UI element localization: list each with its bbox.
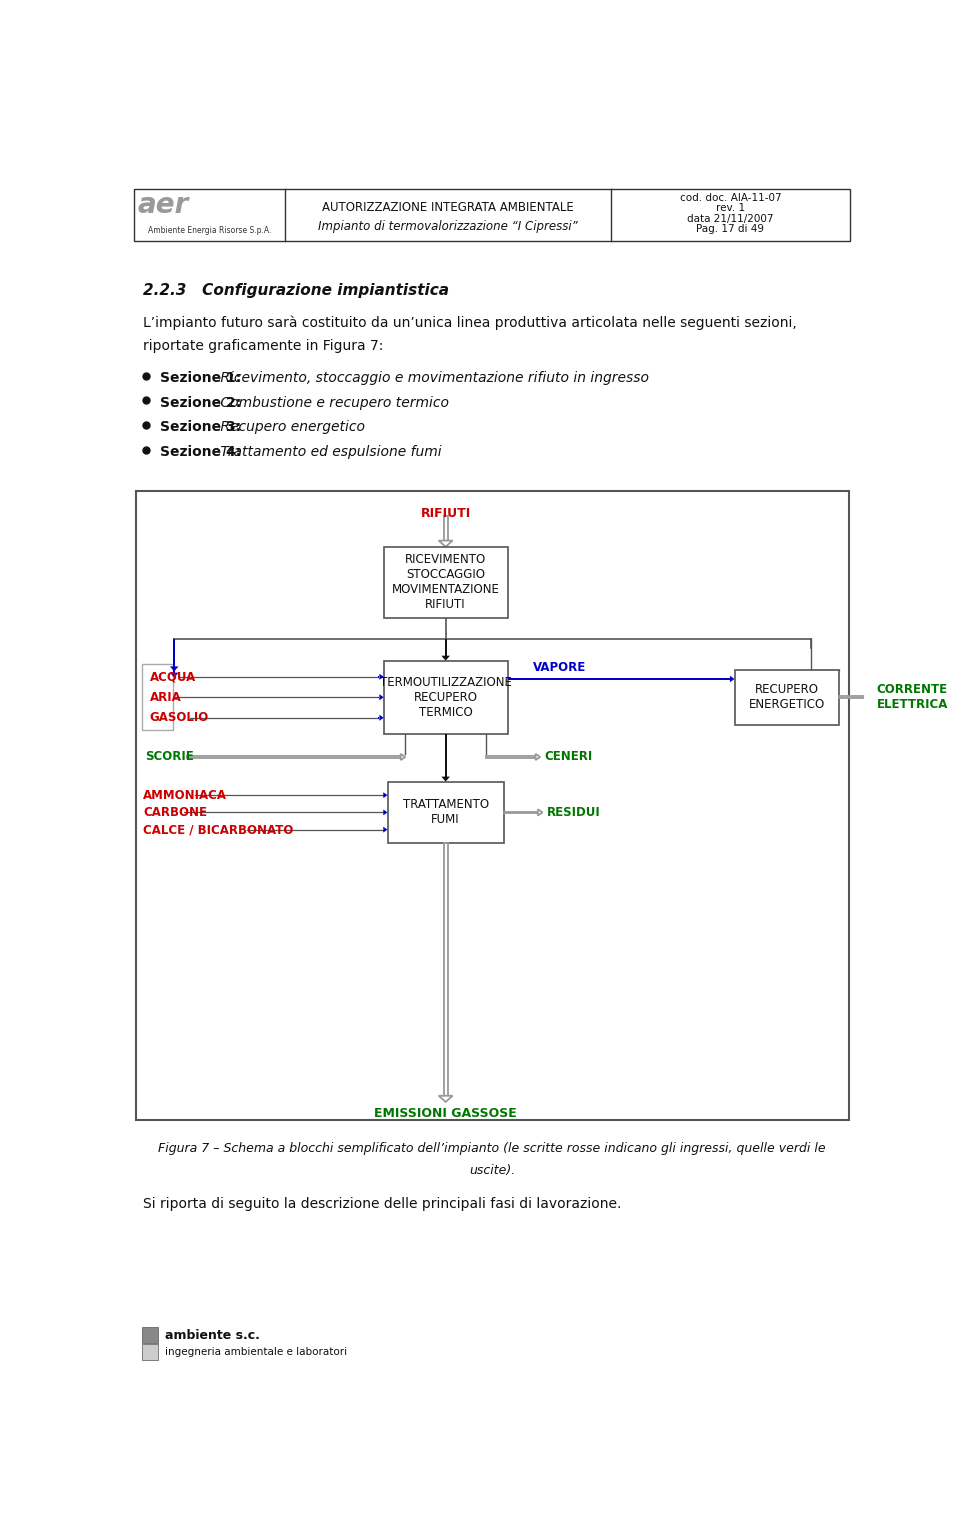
Polygon shape — [439, 540, 452, 546]
Bar — [384, 661, 508, 733]
Text: uscite).: uscite). — [468, 1163, 516, 1177]
Bar — [444, 515, 447, 540]
Text: Si riporta di seguito la descrizione delle principali fasi di lavorazione.: Si riporta di seguito la descrizione del… — [143, 1198, 622, 1212]
Bar — [142, 1344, 158, 1359]
Text: Sezione 1:: Sezione 1: — [160, 371, 242, 385]
Text: RESIDUI: RESIDUI — [547, 805, 601, 819]
Text: TRATTAMENTO
FUMI: TRATTAMENTO FUMI — [402, 798, 489, 827]
Text: ARIA: ARIA — [150, 690, 181, 704]
Polygon shape — [379, 695, 384, 701]
Bar — [378, 696, 379, 698]
Bar — [142, 1327, 158, 1342]
Text: RIFIUTI: RIFIUTI — [420, 506, 470, 520]
Text: RICEVIMENTO
STOCCAGGIO
MOVIMENTAZIONE
RIFIUTI: RICEVIMENTO STOCCAGGIO MOVIMENTAZIONE RI… — [392, 554, 499, 611]
Polygon shape — [442, 776, 450, 782]
Text: rev. 1: rev. 1 — [716, 202, 745, 213]
Bar — [174, 640, 176, 672]
Bar — [444, 733, 446, 776]
Polygon shape — [383, 810, 388, 816]
Text: CORRENTE
ELETTRICA: CORRENTE ELETTRICA — [876, 683, 948, 712]
Text: Sezione 3:: Sezione 3: — [160, 420, 241, 434]
Bar — [174, 640, 176, 666]
Polygon shape — [383, 827, 388, 833]
Text: VAPORE: VAPORE — [533, 661, 586, 673]
Bar — [508, 678, 730, 680]
Text: Trattamento ed espulsione fumi: Trattamento ed espulsione fumi — [216, 445, 442, 459]
Text: Sezione 2:: Sezione 2: — [160, 396, 242, 410]
Text: riportate graficamente in Figura 7:: riportate graficamente in Figura 7: — [143, 339, 384, 353]
Text: CARBONE: CARBONE — [143, 805, 207, 819]
Text: EMISSIONI GASSOSE: EMISSIONI GASSOSE — [374, 1106, 517, 1120]
Text: aer: aer — [138, 192, 189, 219]
Polygon shape — [867, 695, 872, 701]
Text: ambiente s.c.: ambiente s.c. — [165, 1328, 260, 1342]
Text: 2.2.3   Configurazione impiantistica: 2.2.3 Configurazione impiantistica — [143, 284, 449, 299]
Text: TERMOUTILIZZAZIONE
RECUPERO
TERMICO: TERMOUTILIZZAZIONE RECUPERO TERMICO — [380, 676, 512, 719]
Polygon shape — [536, 753, 540, 759]
Text: CENERI: CENERI — [545, 750, 593, 764]
Polygon shape — [383, 792, 388, 798]
Bar — [142, 664, 173, 730]
Text: data 21/11/2007: data 21/11/2007 — [687, 213, 774, 224]
Text: L’impianto futuro sarà costituito da un’unica linea produttiva articolata nelle : L’impianto futuro sarà costituito da un’… — [143, 316, 797, 330]
Polygon shape — [170, 666, 179, 672]
Bar — [388, 782, 504, 844]
Polygon shape — [379, 673, 384, 680]
Bar — [384, 546, 508, 618]
Bar — [135, 491, 849, 1120]
Text: ACQUA: ACQUA — [150, 670, 196, 683]
Polygon shape — [730, 676, 734, 683]
Text: GASOLIO: GASOLIO — [150, 712, 208, 724]
Bar — [734, 669, 839, 726]
Polygon shape — [400, 753, 405, 759]
Text: Combustione e recupero termico: Combustione e recupero termico — [216, 396, 449, 410]
Polygon shape — [538, 810, 542, 816]
Text: Ambiente Energia Risorse S.p.A.: Ambiente Energia Risorse S.p.A. — [148, 225, 271, 235]
Text: Figura 7 – Schema a blocchi semplificato dell’impianto (le scritte rosse indican: Figura 7 – Schema a blocchi semplificato… — [158, 1141, 826, 1155]
Text: Pag. 17 di 49: Pag. 17 di 49 — [696, 224, 764, 235]
Polygon shape — [442, 655, 450, 661]
Bar — [839, 696, 867, 698]
Text: Sezione 4:: Sezione 4: — [160, 445, 242, 459]
Text: SCORIE: SCORIE — [145, 750, 194, 764]
Bar — [504, 811, 538, 813]
Polygon shape — [379, 715, 384, 721]
Bar — [134, 189, 850, 241]
Text: ingegneria ambientale e laboratori: ingegneria ambientale e laboratori — [165, 1347, 348, 1358]
Bar — [444, 640, 446, 655]
Text: CALCE / BICARBONATO: CALCE / BICARBONATO — [143, 824, 294, 836]
Polygon shape — [439, 1095, 452, 1101]
Bar — [444, 844, 447, 1095]
Text: Impianto di termovalorizzazione “I Cipressi”: Impianto di termovalorizzazione “I Cipre… — [318, 219, 578, 233]
Text: Recupero energetico: Recupero energetico — [216, 420, 365, 434]
Text: AUTORIZZAZIONE INTEGRATA AMBIENTALE: AUTORIZZAZIONE INTEGRATA AMBIENTALE — [322, 201, 574, 213]
Bar — [486, 756, 536, 758]
Polygon shape — [170, 672, 179, 678]
Text: cod. doc. AIA-11-07: cod. doc. AIA-11-07 — [680, 193, 781, 202]
Bar — [378, 716, 379, 718]
Bar — [186, 756, 400, 758]
Text: AMMONIACA: AMMONIACA — [143, 788, 228, 802]
Bar — [378, 676, 379, 678]
Text: Ricevimento, stoccaggio e movimentazione rifiuto in ingresso: Ricevimento, stoccaggio e movimentazione… — [216, 371, 649, 385]
Text: RECUPERO
ENERGETICO: RECUPERO ENERGETICO — [749, 683, 825, 712]
